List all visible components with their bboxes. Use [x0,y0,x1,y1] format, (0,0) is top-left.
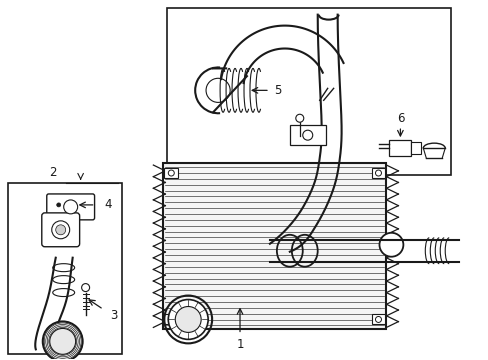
Text: 1: 1 [236,338,244,351]
Bar [410,142,421,154]
Text: 2: 2 [49,166,57,179]
Circle shape [63,200,78,214]
Bar [371,168,385,178]
Circle shape [375,316,381,323]
Circle shape [52,221,69,239]
Text: 4: 4 [104,198,112,211]
Circle shape [50,328,76,354]
Circle shape [379,233,403,257]
Bar [164,168,178,178]
Bar [164,315,178,324]
Circle shape [168,316,174,323]
Bar [163,163,386,329]
Circle shape [302,130,312,140]
FancyBboxPatch shape [47,194,94,220]
Bar [8,183,122,354]
Circle shape [42,321,82,360]
Circle shape [81,284,89,292]
Bar [388,140,410,156]
FancyBboxPatch shape [41,213,80,247]
Text: 3: 3 [110,309,117,322]
Bar [167,8,450,175]
Circle shape [57,203,61,207]
Circle shape [175,306,201,332]
Text: 6: 6 [396,112,403,125]
Bar [289,125,325,145]
Text: 5: 5 [274,84,281,97]
Circle shape [168,170,174,176]
Bar [371,315,385,324]
Circle shape [375,170,381,176]
Circle shape [56,225,65,235]
Circle shape [295,114,303,122]
Circle shape [168,300,208,339]
